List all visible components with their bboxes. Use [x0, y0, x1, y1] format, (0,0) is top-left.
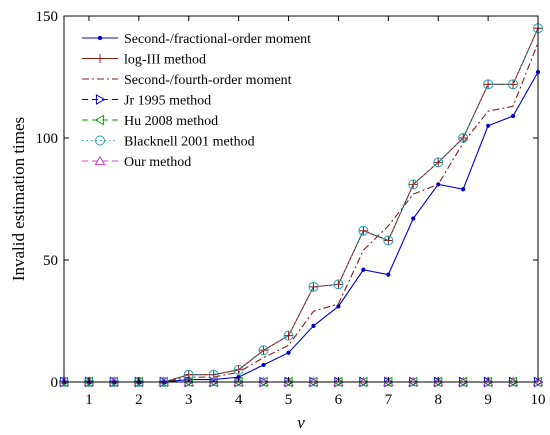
legend-item: Blacknell 2001 method — [82, 135, 255, 150]
x-tick-label: 2 — [135, 392, 143, 408]
x-axis-label: v — [297, 413, 305, 432]
x-tick-label: 7 — [385, 392, 393, 408]
data-point — [411, 216, 416, 221]
legend-item: Jr 1995 method — [82, 94, 211, 109]
data-point — [383, 235, 394, 246]
x-tick-label: 5 — [285, 392, 293, 408]
legend-item: log-III method — [82, 53, 206, 68]
x-tick-label: 8 — [434, 392, 442, 408]
data-point — [361, 267, 366, 272]
data-point — [284, 331, 294, 341]
data-point — [461, 187, 466, 192]
data-point — [386, 272, 391, 277]
legend-label: Jr 1995 method — [124, 94, 211, 109]
data-point — [333, 279, 343, 289]
data-point — [283, 330, 294, 341]
x-tick-label: 1 — [85, 392, 93, 408]
y-tick-label: 50 — [43, 253, 58, 269]
data-point — [508, 79, 519, 90]
x-tick-label: 6 — [335, 392, 343, 408]
data-point — [208, 369, 219, 380]
data-point — [433, 157, 443, 167]
data-point — [95, 94, 106, 105]
legend-label: Second-/fractional-order moment — [124, 32, 311, 47]
legend-label: Blacknell 2001 method — [124, 135, 255, 150]
data-point — [408, 179, 419, 190]
data-point — [308, 282, 318, 292]
y-axis-label: Invalid estimation times — [9, 117, 28, 281]
data-point — [336, 304, 341, 309]
y-tick-label: 0 — [51, 375, 59, 391]
data-point — [486, 123, 491, 128]
x-tick-label: 3 — [185, 392, 193, 408]
data-point — [458, 133, 469, 143]
legend-label: Second-/fourth-order moment — [124, 73, 292, 88]
data-point — [433, 157, 444, 168]
data-point — [358, 225, 369, 236]
data-point — [483, 79, 494, 90]
x-tick-label: 9 — [484, 392, 492, 408]
data-point — [510, 113, 516, 119]
legend-label: log-III method — [124, 53, 206, 68]
data-point — [94, 155, 106, 166]
legend-item: Second-/fractional-order moment — [82, 32, 311, 47]
y-tick-label: 150 — [36, 9, 59, 25]
plot-area-frame — [63, 15, 539, 383]
data-point — [233, 364, 244, 375]
data-point — [95, 54, 105, 63]
data-point — [383, 235, 393, 245]
legend-item: Second-/fourth-order moment — [82, 73, 292, 88]
legend-item: Hu 2008 method — [82, 114, 218, 129]
legend-item: Our method — [82, 155, 191, 170]
data-point — [97, 35, 103, 41]
legend-label: Hu 2008 method — [124, 114, 218, 129]
data-point — [94, 114, 105, 126]
data-point — [333, 279, 344, 290]
legend: Second-/fractional-order moment log-III m… — [82, 32, 311, 170]
x-tick-label: 4 — [235, 392, 243, 408]
data-point — [358, 226, 368, 236]
y-tick-label: 100 — [36, 131, 59, 147]
x-tick-label: 10 — [531, 392, 546, 408]
data-point — [308, 281, 319, 292]
data-point — [95, 135, 105, 146]
legend-label: Our method — [124, 155, 191, 170]
data-point — [286, 350, 291, 355]
data-point — [261, 362, 266, 368]
data-point — [258, 345, 269, 356]
data-point — [311, 323, 316, 328]
